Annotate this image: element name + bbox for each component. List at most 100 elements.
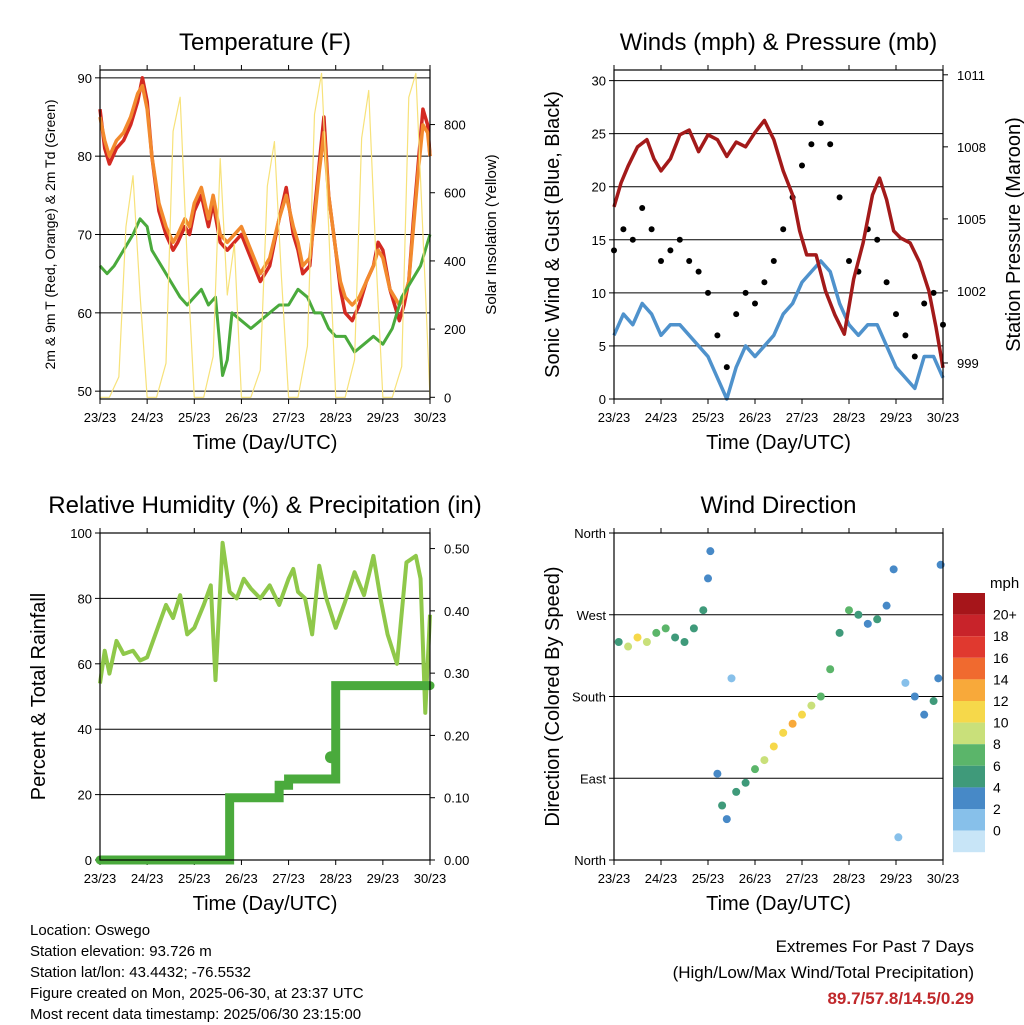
direction-point <box>873 615 882 624</box>
y-axis-label: 2m & 9m T (Red, Orange) & 2m Td (Green) <box>42 100 58 370</box>
y-tick-label: 100 <box>70 526 92 541</box>
x-tick-label: 27/23 <box>272 871 305 886</box>
y2-tick-label: 600 <box>444 186 466 201</box>
y2-tick-label: 999 <box>957 356 979 371</box>
x-axis-label: Time (Day/UTC) <box>193 893 338 915</box>
colorbar-swatch <box>953 787 985 809</box>
x-tick-label: 26/23 <box>739 871 772 886</box>
x-tick-label: 27/23 <box>786 410 819 425</box>
gust-point <box>639 204 646 211</box>
direction-point <box>633 633 642 642</box>
gust-point <box>930 289 937 296</box>
y-tick-label: 30 <box>592 74 606 89</box>
y-tick-label: North <box>574 526 606 541</box>
gust-point <box>648 226 655 233</box>
plot-frame <box>99 532 431 861</box>
colorbar-swatch <box>953 765 985 788</box>
x-tick-label: 24/23 <box>645 871 678 886</box>
colorbar-label: 0 <box>993 823 1001 839</box>
direction-point <box>699 606 708 615</box>
y-tick-label: East <box>580 771 606 786</box>
direction-point <box>624 642 633 651</box>
gust-point <box>705 289 711 296</box>
colorbar-swatch <box>953 636 985 658</box>
y-tick-label: 50 <box>78 384 92 399</box>
direction-point <box>798 710 806 719</box>
y-tick-label: 90 <box>78 71 92 86</box>
y2-tick-label: 1002 <box>957 284 986 299</box>
direction-point <box>751 765 759 774</box>
gust-point <box>695 268 702 275</box>
y-tick-label: 25 <box>592 127 606 142</box>
x-axis-label: Time (Day/UTC) <box>706 893 851 915</box>
y-tick-label: 70 <box>78 228 92 243</box>
direction-point <box>706 547 715 556</box>
precip-point <box>325 751 337 764</box>
chart-title: Temperature (F) <box>179 29 351 56</box>
station-info: Location: Oswego Station elevation: 93.7… <box>30 920 364 1025</box>
direction-point <box>845 606 853 615</box>
y2-tick-label: 0.10 <box>444 791 469 806</box>
x-axis-label: Time (Day/UTC) <box>193 432 338 454</box>
x-tick-label: 29/23 <box>367 410 400 425</box>
y-tick-label: 20 <box>78 788 92 803</box>
plot-frame <box>99 69 431 400</box>
chart-panel-4: Wind Direction North East South West North 23/… <box>542 492 1019 915</box>
y2-tick-label: 800 <box>444 118 466 133</box>
x-tick-label: 26/23 <box>225 410 258 425</box>
direction-point <box>863 619 872 628</box>
colorbar-swatch <box>953 830 985 853</box>
x-tick-label: 23/23 <box>598 871 631 886</box>
colorbar-swatch <box>953 809 985 831</box>
chart-title: Relative Humidity (%) & Precipitation (i… <box>48 492 481 519</box>
x-tick-label: 25/23 <box>692 871 725 886</box>
y2-tick-label: 1005 <box>957 212 986 227</box>
station-elevation: Station elevation: 93.726 m <box>30 943 212 960</box>
wind-line <box>612 259 945 401</box>
y2-axis-label: Station Pressure (Maroon) <box>1003 117 1024 352</box>
gust-point <box>846 258 852 265</box>
gust-point <box>667 247 674 254</box>
y-axis-label: Sonic Wind & Gust (Blue, Black) <box>542 91 564 378</box>
gust-point <box>761 279 768 286</box>
x-tick-label: 25/23 <box>178 871 211 886</box>
direction-point <box>680 638 689 646</box>
y-tick-label: 0 <box>85 853 92 868</box>
x-axis-label: Time (Day/UTC) <box>706 432 851 454</box>
chart-title: Wind Direction <box>700 492 856 519</box>
y2-axis-label: Solar Insolation (Yellow) <box>483 154 500 314</box>
direction-point <box>882 601 891 610</box>
direction-point <box>826 665 835 674</box>
direction-point <box>929 697 938 706</box>
direction-point <box>718 801 727 810</box>
colorbar-label: 12 <box>993 693 1009 709</box>
colorbar-label: 6 <box>993 758 1001 774</box>
colorbar-swatch <box>953 593 985 615</box>
colorbar: mph 20+ 18 16 14 12 10 8 6 4 2 0 <box>953 575 1019 853</box>
gust-point <box>620 226 627 233</box>
gust-point <box>921 300 928 307</box>
y-tick-label: 15 <box>592 233 606 248</box>
gust-point <box>799 162 805 169</box>
x-tick-label: 23/23 <box>598 410 631 425</box>
chart-panel-2: Winds (mph) & Pressure (mb) 0 5 10 15 20 25 30 9… <box>542 29 1024 454</box>
gust-point <box>723 364 730 371</box>
x-tick-label: 29/23 <box>367 871 400 886</box>
figure-created: Figure created on Mon, 2025-06-30, at 23… <box>30 985 364 1002</box>
extremes-values: 89.7/57.8/14.5/0.29 <box>827 989 974 1008</box>
extremes-title: Extremes For Past 7 Days <box>775 937 974 956</box>
pressure-line <box>612 118 945 369</box>
gust-point <box>836 194 843 201</box>
direction-point <box>689 624 698 633</box>
direction-point <box>769 742 778 751</box>
gust-point <box>658 258 664 265</box>
gust-point <box>817 120 824 127</box>
chart-panel-1: Temperature (F) 50 60 70 80 90 0 200 400 600 800 23… <box>42 29 500 454</box>
extremes-block: Extremes For Past 7 Days (High/Low/Max W… <box>673 934 974 1012</box>
y2-tick-label: 1008 <box>957 140 986 155</box>
rh-line <box>98 540 432 715</box>
x-tick-label: 28/23 <box>319 410 352 425</box>
x-tick-label: 24/23 <box>131 410 164 425</box>
direction-point <box>910 692 919 701</box>
x-tick-label: 27/23 <box>272 410 305 425</box>
